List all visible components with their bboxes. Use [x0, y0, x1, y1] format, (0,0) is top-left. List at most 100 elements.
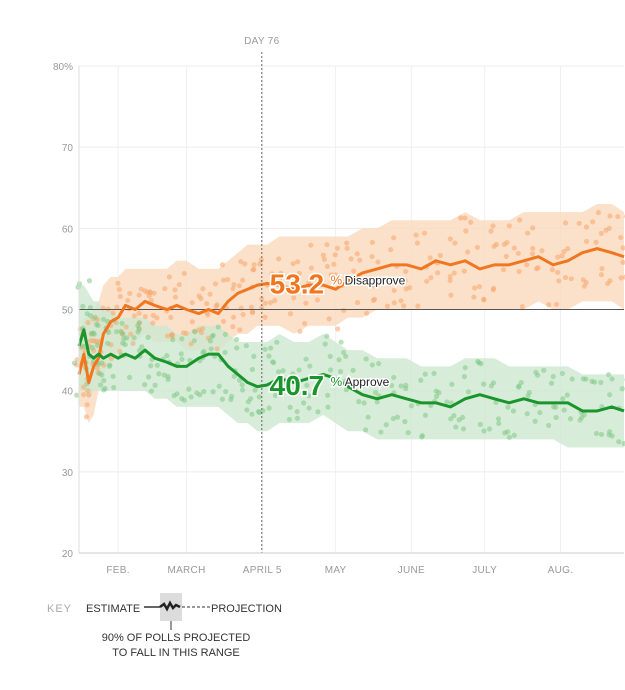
disapprove-poll-dot — [86, 392, 92, 398]
disapprove-poll-dot — [128, 331, 134, 337]
approve-poll-dot — [569, 376, 575, 382]
disapprove-poll-dot — [302, 320, 308, 327]
approve-poll-dot — [502, 430, 508, 436]
approve-poll-dot — [545, 422, 552, 429]
approve-poll-dot — [239, 387, 246, 393]
approve-poll-dot — [598, 379, 604, 386]
approve-poll-dot — [548, 380, 555, 386]
approve-estimate-line — [77, 328, 625, 413]
approve-poll-dot — [192, 329, 198, 335]
disapprove-poll-dot — [117, 293, 123, 300]
approve-poll-dot — [110, 373, 116, 379]
disapprove-poll-dot — [476, 283, 483, 290]
disapprove-poll-dot — [401, 303, 407, 309]
disapprove-band — [79, 203, 624, 424]
approve-poll-dot — [201, 389, 207, 395]
approve-poll-dot — [388, 382, 395, 389]
disapprove-poll-dot — [530, 225, 536, 231]
approve-poll-dot — [436, 390, 442, 396]
disapprove-poll-dot — [127, 290, 133, 297]
approve-poll-dot — [92, 314, 98, 320]
disapprove-poll-dot — [391, 300, 397, 306]
disapprove-poll-dot — [151, 290, 157, 296]
approve-poll-dot — [561, 407, 567, 413]
disapprove-poll-dot — [123, 324, 129, 330]
disapprove-poll-dot — [251, 266, 257, 273]
disapprove-poll-dot — [402, 278, 408, 284]
approve-poll-dot — [460, 426, 467, 432]
approve-percent-sign: % — [331, 374, 343, 389]
disapprove-poll-dot — [606, 225, 612, 231]
approve-poll-dot — [236, 377, 243, 383]
disapprove-poll-dot — [565, 246, 571, 252]
disapprove-poll-dot — [414, 240, 421, 246]
approve-poll-dot — [451, 413, 457, 419]
approve-poll-dot — [553, 404, 559, 410]
disapprove-poll-dot — [354, 251, 360, 257]
disapprove-poll-dot — [114, 304, 120, 310]
approve-poll-dot — [327, 353, 333, 360]
disapprove-poll-dot — [398, 298, 404, 304]
disapprove-poll-dot — [529, 251, 536, 257]
approve-poll-dot — [606, 429, 613, 435]
disapprove-poll-dot — [110, 310, 116, 316]
disapprove-poll-dot — [162, 286, 168, 292]
approve-poll-dot — [106, 329, 112, 336]
approve-poll-dot — [394, 414, 401, 420]
approve-value-label: 40.7 — [270, 370, 325, 401]
approve-poll-dot — [135, 329, 141, 335]
disapprove-poll-dot — [448, 292, 454, 298]
approve-poll-dot — [209, 333, 215, 339]
approve-poll-dot — [356, 399, 362, 405]
approve-poll-dot — [306, 405, 312, 411]
approve-poll-dot — [325, 392, 331, 398]
approve-poll-dot — [301, 400, 307, 406]
approve-poll-dot — [95, 322, 101, 329]
approve-poll-dot — [477, 421, 483, 427]
disapprove-poll-dot — [251, 262, 257, 268]
approve-poll-dot — [113, 328, 120, 335]
approve-poll-dot — [325, 404, 331, 410]
disapprove-poll-dot — [403, 268, 409, 274]
approve-poll-dot — [553, 414, 559, 421]
disapprove-poll-dot — [198, 295, 204, 302]
approve-poll-dot — [374, 399, 380, 405]
approve-poll-dot — [71, 360, 78, 366]
approve-poll-dot — [156, 371, 162, 377]
approve-poll-dot — [422, 412, 429, 418]
disapprove-poll-dot — [314, 297, 321, 303]
approve-poll-dot — [303, 356, 309, 362]
approve-poll-dot — [363, 356, 369, 362]
approve-poll-dot — [210, 389, 216, 395]
disapprove-poll-dot — [324, 263, 330, 269]
disapprove-poll-dot — [369, 253, 375, 260]
disapprove-poll-dot — [242, 261, 248, 267]
disapprove-poll-dot — [166, 274, 172, 280]
approve-poll-dot — [616, 439, 622, 445]
approve-poll-dot — [148, 388, 155, 394]
approve-poll-dot — [376, 360, 382, 367]
disapprove-poll-dot — [181, 270, 187, 277]
disapprove-poll-dot — [85, 320, 91, 326]
approve-poll-dot — [170, 337, 176, 343]
approve-poll-dot — [131, 335, 137, 341]
disapprove-poll-dot — [332, 252, 338, 258]
approve-poll-dot — [324, 333, 330, 339]
approve-poll-dot — [260, 408, 266, 414]
disapprove-poll-dot — [291, 295, 297, 301]
approve-poll-dot — [306, 393, 312, 399]
approve-poll-dot — [350, 367, 356, 373]
approve-poll-dot — [422, 371, 428, 377]
day-marker-label: DAY 76 — [244, 36, 279, 47]
disapprove-poll-dot — [428, 275, 434, 281]
disapprove-poll-dot — [364, 310, 370, 316]
disapprove-poll-dot — [236, 283, 242, 289]
approve-poll-dot — [516, 383, 522, 389]
approve-poll-dot — [145, 334, 151, 340]
disapprove-poll-dot — [240, 311, 246, 318]
approve-poll-dot — [120, 331, 126, 337]
disapprove-poll-dot — [407, 285, 413, 291]
approve-poll-dot — [142, 382, 148, 388]
approve-poll-dot — [609, 376, 615, 382]
